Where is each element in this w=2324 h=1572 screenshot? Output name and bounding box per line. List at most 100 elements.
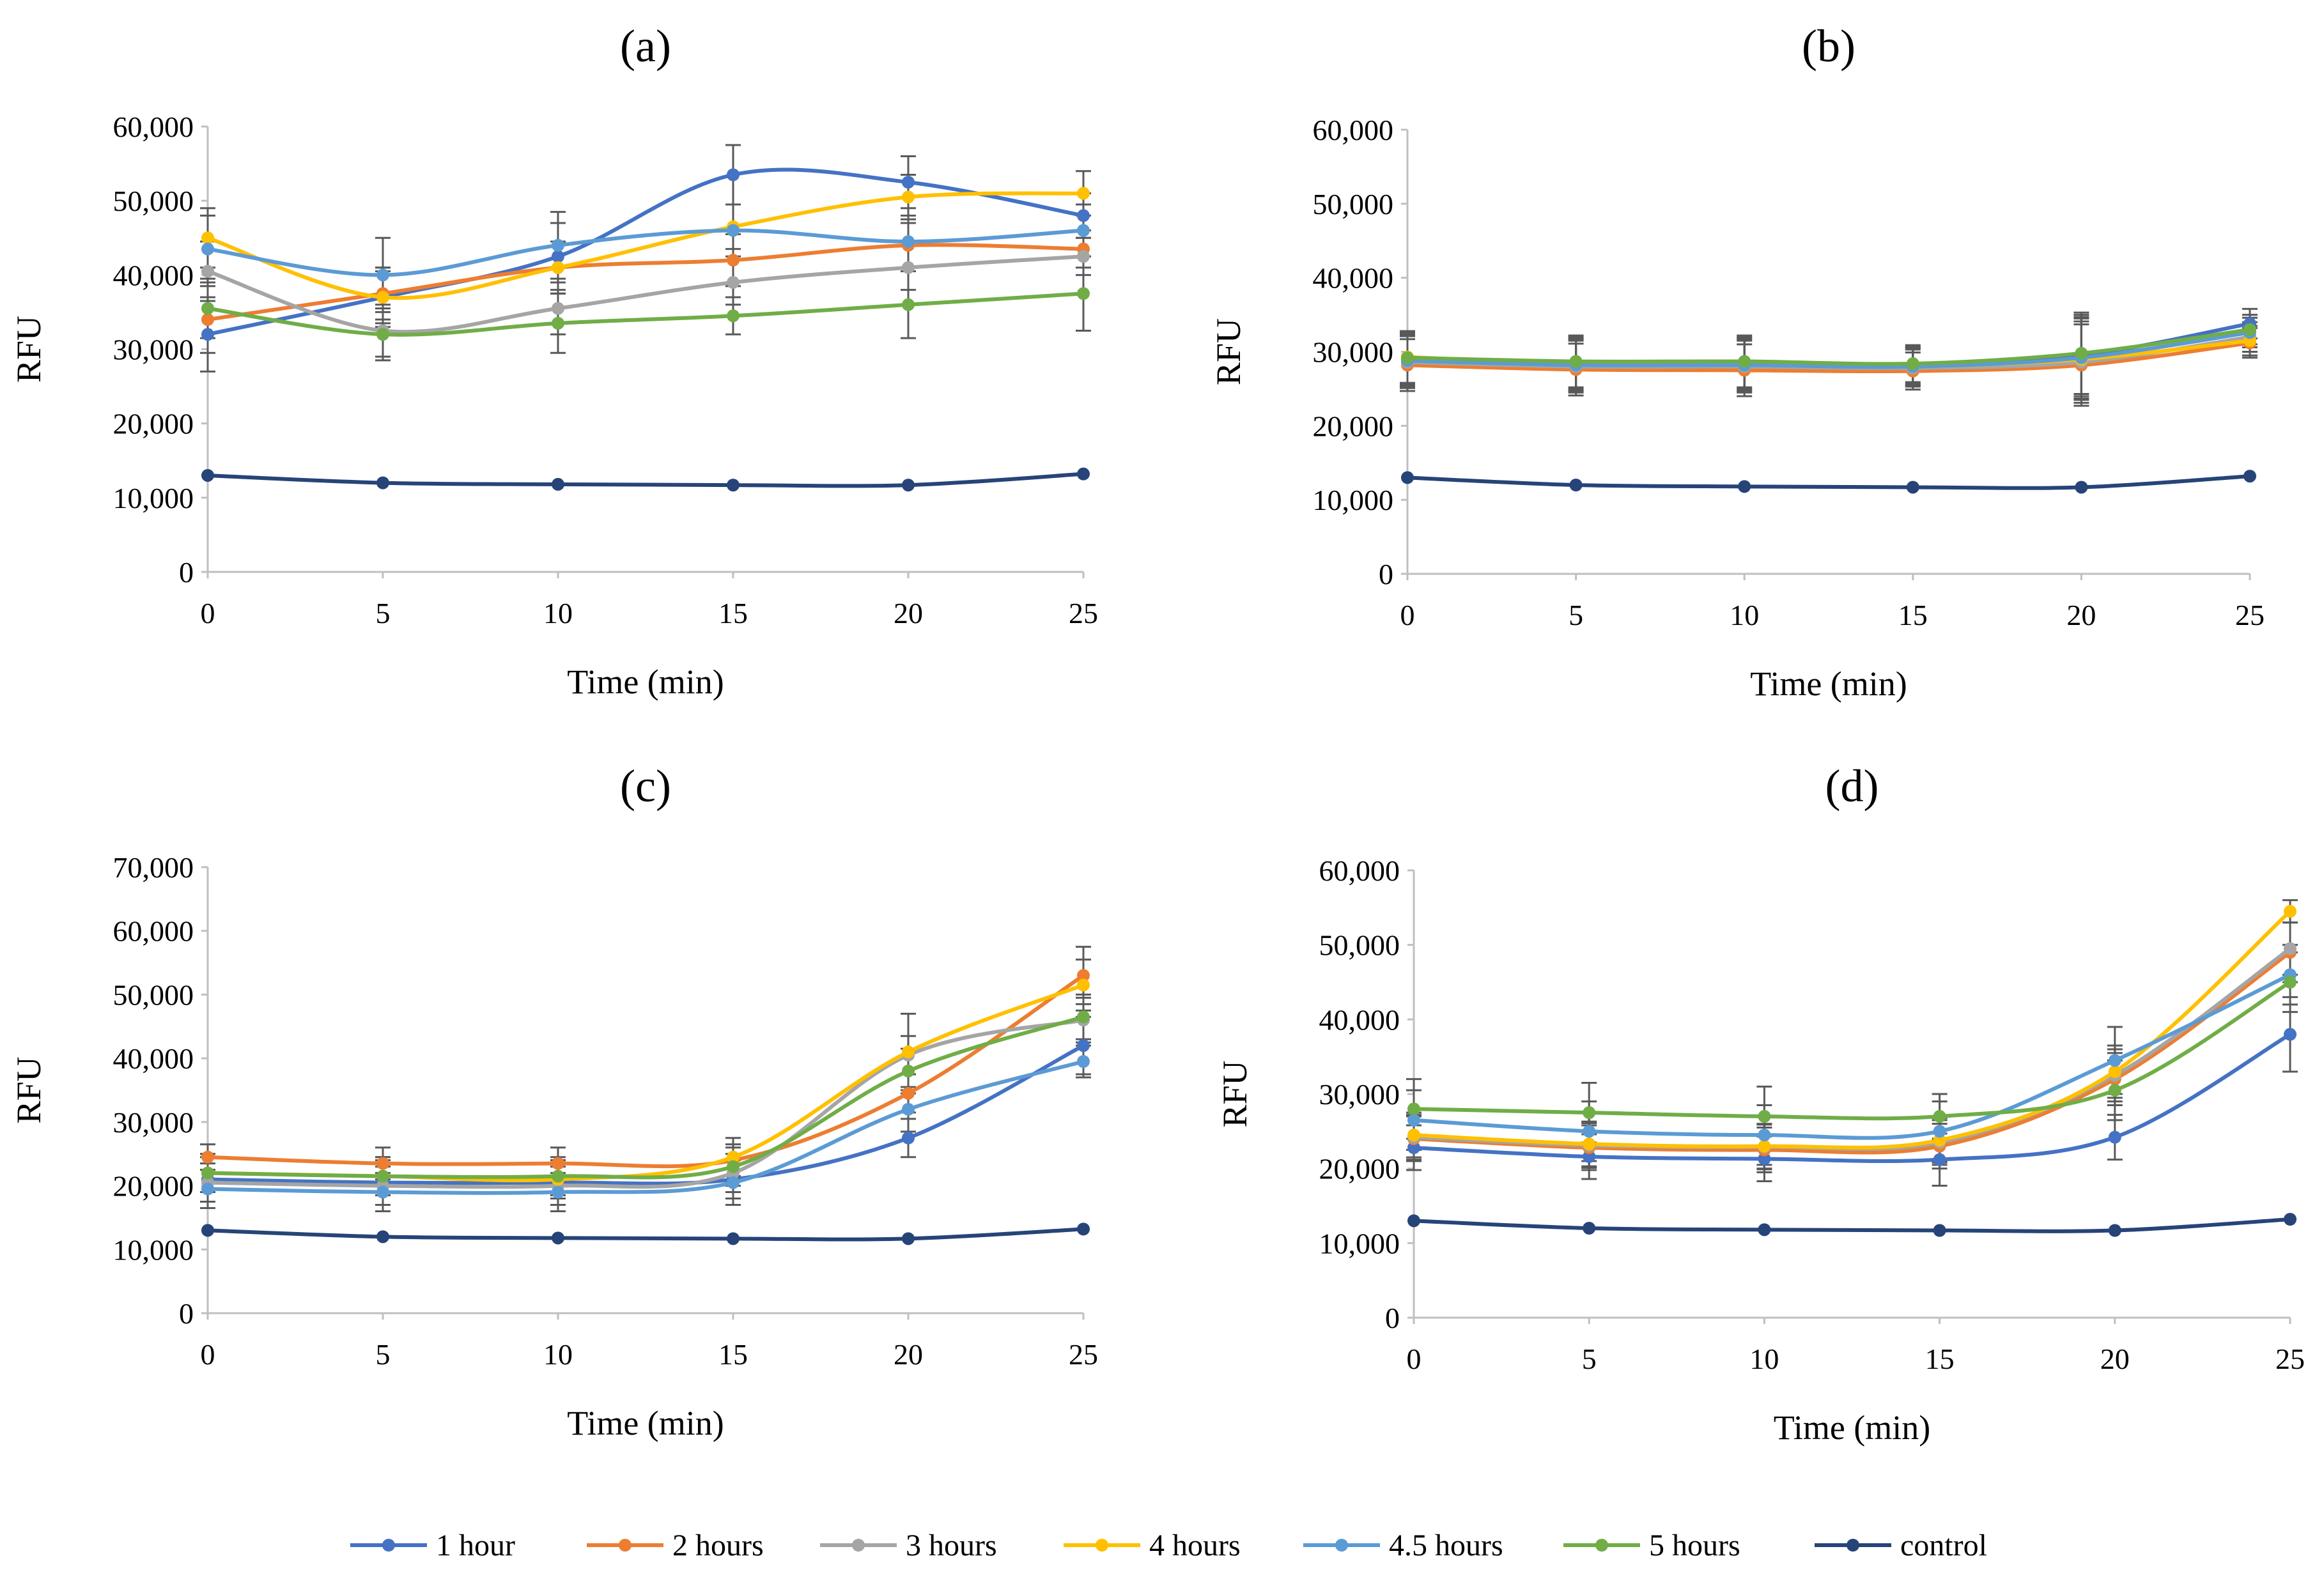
legend-item: 4 hours bbox=[1064, 1529, 1241, 1562]
data-point bbox=[1933, 1110, 1946, 1123]
data-point bbox=[902, 190, 915, 204]
data-point bbox=[1933, 1125, 1946, 1138]
data-point bbox=[201, 231, 214, 245]
chart-title: (c) bbox=[620, 760, 671, 812]
x-tick-label: 25 bbox=[2235, 599, 2265, 631]
data-point bbox=[376, 291, 389, 304]
legend-swatch-marker bbox=[382, 1539, 395, 1552]
data-point bbox=[1077, 224, 1090, 237]
x-tick-label: 15 bbox=[718, 597, 748, 629]
data-point bbox=[727, 224, 740, 237]
y-tick-label: 50,000 bbox=[1319, 929, 1400, 962]
data-point bbox=[2243, 323, 2256, 336]
y-tick-label: 60,000 bbox=[113, 915, 194, 948]
series-line bbox=[1406, 341, 2252, 374]
data-point bbox=[1077, 978, 1090, 992]
x-tick-label: 25 bbox=[1069, 1338, 1098, 1371]
y-tick-label: 0 bbox=[1379, 558, 1393, 590]
legend-swatch-marker bbox=[852, 1539, 865, 1552]
data-point bbox=[1077, 1222, 1090, 1236]
x-tick-label: 5 bbox=[376, 597, 391, 629]
y-axis-title: RFU bbox=[1216, 1060, 1254, 1127]
x-axis-title: Time (min) bbox=[1774, 1408, 1931, 1447]
data-point bbox=[376, 1157, 389, 1170]
data-point bbox=[376, 1185, 389, 1199]
data-point bbox=[727, 1150, 740, 1164]
data-point bbox=[201, 302, 214, 315]
series-line bbox=[206, 1015, 1085, 1180]
chart-title: (a) bbox=[620, 20, 671, 72]
data-point bbox=[376, 1230, 389, 1244]
series-line bbox=[206, 191, 1085, 300]
y-tick-label: 70,000 bbox=[113, 851, 194, 884]
data-point bbox=[376, 476, 389, 489]
data-point bbox=[1906, 357, 1919, 371]
data-point bbox=[1933, 1134, 1946, 1147]
x-tick-label: 10 bbox=[1749, 1343, 1779, 1375]
data-point bbox=[1077, 1055, 1090, 1068]
data-point bbox=[376, 328, 389, 341]
series-line bbox=[1412, 950, 2292, 1155]
data-point bbox=[376, 1169, 389, 1183]
data-point bbox=[2108, 1130, 2121, 1144]
y-tick-label: 50,000 bbox=[113, 978, 194, 1011]
chart-panel-2: (c) 0 10,000 20,000 30,000 40,000 50,000 60,000… bbox=[10, 760, 1098, 1442]
series-line bbox=[206, 228, 1085, 277]
data-point bbox=[552, 1157, 564, 1170]
data-point bbox=[902, 261, 915, 274]
legend-item: 3 hours bbox=[820, 1529, 997, 1562]
y-tick-label: 10,000 bbox=[1313, 484, 1394, 516]
data-point bbox=[2284, 976, 2297, 989]
data-point bbox=[201, 1150, 214, 1164]
chart-panel-3: (d) 0 10,000 20,000 30,000 40,000 50,000 60,000… bbox=[1216, 760, 2305, 1447]
data-point bbox=[902, 1232, 915, 1245]
y-tick-label: 0 bbox=[179, 556, 194, 589]
data-point bbox=[902, 298, 915, 311]
series-line bbox=[206, 1227, 1085, 1242]
data-point bbox=[1758, 1129, 1771, 1142]
x-tick-label: 10 bbox=[543, 597, 573, 629]
y-tick-label: 60,000 bbox=[1319, 854, 1400, 887]
legend-item: 2 hours bbox=[587, 1529, 764, 1562]
series-line bbox=[206, 291, 1085, 337]
y-tick-label: 40,000 bbox=[113, 259, 194, 291]
data-point bbox=[1407, 1102, 1420, 1116]
data-point bbox=[2284, 942, 2297, 955]
y-tick-label: 30,000 bbox=[113, 334, 194, 366]
data-point bbox=[1077, 250, 1090, 263]
data-point bbox=[2108, 1054, 2121, 1067]
y-axis-title: RFU bbox=[10, 1056, 48, 1123]
data-point bbox=[1758, 1223, 1771, 1237]
x-tick-label: 15 bbox=[1925, 1343, 1955, 1375]
y-tick-label: 40,000 bbox=[113, 1042, 194, 1075]
data-point bbox=[902, 479, 915, 492]
data-point bbox=[201, 328, 214, 341]
x-tick-label: 10 bbox=[543, 1338, 573, 1371]
series-line bbox=[1406, 330, 2252, 369]
data-point bbox=[727, 275, 740, 289]
y-tick-label: 60,000 bbox=[1313, 114, 1394, 146]
data-point bbox=[2108, 1065, 2121, 1078]
x-axis-title: Time (min) bbox=[567, 1404, 724, 1442]
y-tick-label: 20,000 bbox=[113, 408, 194, 440]
data-point bbox=[902, 1086, 915, 1100]
series-line bbox=[206, 254, 1085, 334]
data-point bbox=[1077, 969, 1090, 982]
y-tick-label: 10,000 bbox=[113, 1233, 194, 1266]
series-line bbox=[206, 983, 1085, 1183]
data-point bbox=[1758, 1110, 1771, 1123]
legend-swatch-marker bbox=[619, 1539, 631, 1552]
series-line bbox=[1412, 980, 2292, 1121]
data-point bbox=[1407, 1129, 1420, 1142]
y-tick-label: 0 bbox=[179, 1297, 194, 1330]
y-axis-title: RFU bbox=[1209, 318, 1248, 385]
legend-label: 4 hours bbox=[1149, 1529, 1241, 1562]
data-point bbox=[1933, 1224, 1946, 1237]
data-point bbox=[552, 1185, 564, 1199]
data-point bbox=[727, 1160, 740, 1173]
data-point bbox=[1407, 1113, 1420, 1127]
y-tick-label: 10,000 bbox=[1319, 1227, 1400, 1260]
legend-label: control bbox=[1900, 1529, 1987, 1562]
data-point bbox=[1738, 355, 1751, 368]
